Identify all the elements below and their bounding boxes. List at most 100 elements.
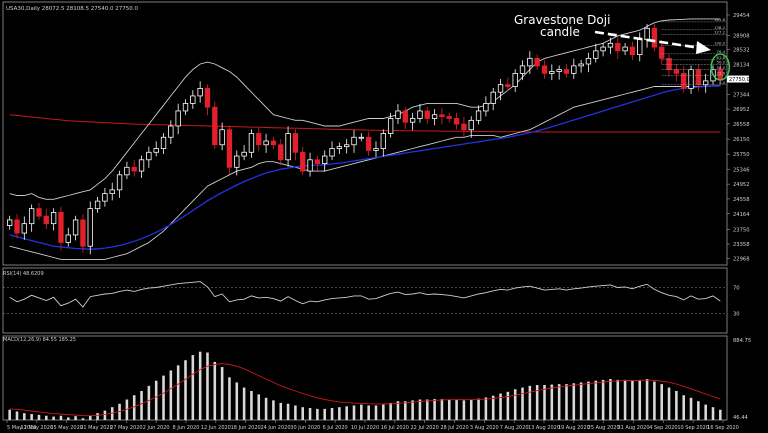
rsi-line [9, 281, 721, 308]
macd-histogram-bar [557, 384, 561, 420]
macd-histogram-bar [374, 405, 378, 420]
macd-histogram-bar [609, 379, 612, 420]
macd-histogram-bar [8, 409, 11, 420]
current-price-box [727, 75, 749, 83]
macd-histogram-bar [235, 382, 239, 420]
candle-bull [234, 155, 240, 168]
price-tick-label: 26952 [733, 107, 750, 113]
candle-bear [659, 46, 665, 59]
candle-bull [285, 133, 291, 161]
candle-bull [329, 148, 335, 157]
candle-bull [94, 200, 101, 210]
x-tick-label: 27 May 2020 [110, 425, 143, 431]
gravestone-annotation: Gravestone Doji candle [514, 13, 731, 81]
macd-histogram-bar [506, 391, 510, 420]
macd-histogram-bar [220, 367, 224, 420]
candle-bear [615, 42, 621, 52]
rsi-level-label: 70 [733, 286, 740, 292]
macd-histogram-bar [697, 401, 700, 420]
macd-histogram-bar [162, 375, 165, 420]
candle-bull [358, 136, 365, 139]
macd-histogram-bar [477, 398, 480, 420]
macd-histogram-bar [213, 361, 217, 420]
macd-histogram-bar [30, 414, 33, 420]
candle-bull [703, 80, 709, 86]
macd-histogram-bar [66, 417, 70, 420]
candle-bull [182, 103, 189, 112]
price-tick-label: 22968 [733, 257, 750, 263]
candle-bull [468, 119, 474, 131]
candle-bear [629, 46, 636, 55]
x-tick-label: 15 May 2020 [50, 425, 83, 431]
macd-histogram-bar [616, 379, 620, 420]
candle-bull [65, 234, 71, 243]
price-tick-label: 29454 [733, 13, 750, 19]
macd-histogram-bar [301, 407, 305, 420]
candle-bull [197, 88, 203, 97]
price-tick-label: 23358 [733, 242, 750, 248]
macd-histogram-bar [345, 406, 348, 420]
macd-histogram-bar [338, 407, 341, 420]
fib-level-label: 50.0 [717, 60, 726, 65]
macd-histogram-bar [631, 380, 634, 420]
macd-histogram-bar [132, 395, 136, 420]
candle-bull [600, 46, 606, 52]
macd-signal-line [9, 363, 721, 417]
symbol-header: USA30,Daily 28072.5 28108.5 27540.0 2775… [6, 6, 139, 12]
macd-histogram-bar [389, 402, 392, 420]
macd-histogram-bar [484, 397, 488, 420]
macd-histogram-bar [250, 390, 253, 420]
candle-bull [351, 136, 357, 146]
candle-bear [300, 151, 306, 172]
candle-bear [36, 208, 42, 217]
candle-bear [541, 65, 548, 74]
x-tick-label: 21 May 2020 [80, 425, 113, 431]
x-tick-label: 30 Jun 2020 [290, 425, 320, 431]
candle-bear [681, 72, 687, 89]
candle-bear [453, 118, 460, 125]
macd-histogram-bar [169, 370, 173, 420]
macd-histogram-bar [645, 379, 649, 420]
macd-histogram-bar [682, 395, 685, 420]
macd-histogram-bar [15, 411, 19, 420]
macd-histogram-bar [425, 399, 429, 420]
macd-histogram-bar [382, 404, 385, 420]
candle-bull [571, 65, 577, 74]
x-tick-label: 7 Aug 2020 [500, 425, 529, 431]
macd-histogram-bar [521, 387, 524, 420]
price-tick-label: 28532 [733, 48, 750, 54]
fib-level-label: 38.2 [717, 65, 726, 70]
candle-bear [424, 110, 430, 119]
macd-histogram-bar [286, 403, 290, 420]
candle-bull [72, 219, 79, 236]
macd-histogram-bar [404, 401, 407, 420]
macd-histogram-bar [294, 405, 297, 420]
candle-bull [21, 223, 27, 234]
candle-bull [417, 110, 423, 119]
candle-bull [475, 110, 482, 121]
candle-bull [490, 91, 496, 104]
candle-bull [102, 193, 108, 202]
macd-histogram-bar [513, 389, 517, 420]
candle-bear [461, 123, 467, 131]
candle-bull [387, 118, 394, 134]
price-tick-label: 26150 [733, 137, 750, 143]
candle-bull [556, 69, 562, 72]
x-tick-label: 24 Jun 2020 [260, 425, 290, 431]
macd-histogram-bar [601, 379, 605, 420]
macd-histogram-bar [59, 415, 63, 420]
macd-histogram-bar [45, 415, 48, 420]
macd-label: MACD(12,26,9) 84.55 185.25 [3, 337, 76, 343]
candle-bull [307, 159, 313, 172]
candle-bear [563, 69, 570, 74]
candle-bull [688, 69, 694, 89]
macd-histogram-bar [264, 397, 268, 420]
macd-histogram-bar [440, 399, 444, 420]
macd-histogram-bar [455, 399, 458, 420]
macd-histogram-bar [418, 399, 422, 420]
price-tick-label: 24164 [733, 212, 750, 218]
macd-tick-label: 884.75 [733, 338, 751, 344]
macd-histogram-bar [462, 400, 466, 420]
macd-histogram-bar [316, 408, 319, 420]
